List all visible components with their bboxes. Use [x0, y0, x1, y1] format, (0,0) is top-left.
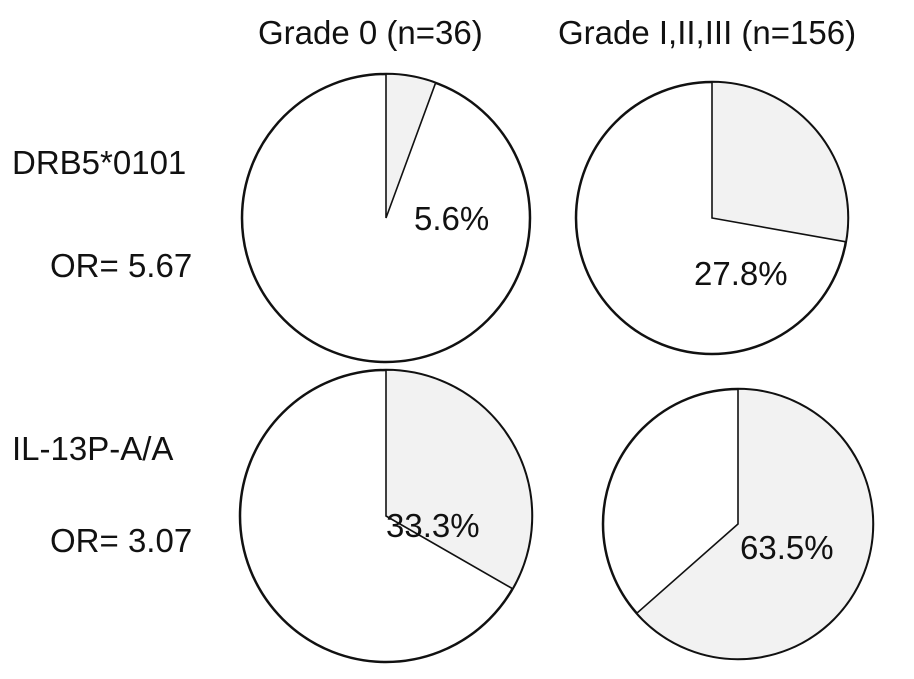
row-label-il13: IL-13P-A/A — [12, 430, 174, 467]
column-header-grade-i-ii-iii: Grade I,II,III (n=156) — [558, 14, 857, 51]
pie-3: 33.3% — [238, 368, 534, 664]
pie-slice-highlighted — [385, 369, 533, 590]
pie-slice-highlighted — [711, 81, 849, 243]
pie-data-label: 5.6% — [414, 200, 489, 237]
row-or-il13: OR= 3.07 — [50, 522, 193, 559]
row-or-drb5: OR= 5.67 — [50, 247, 193, 284]
pie-data-label: 33.3% — [386, 507, 480, 544]
row-label-drb5: DRB5*0101 — [12, 144, 187, 181]
pie-data-label: 63.5% — [740, 529, 834, 566]
pie-2: 27.8% — [574, 80, 850, 356]
pie-slice-highlighted — [635, 388, 874, 660]
pie-1: 5.6% — [240, 72, 532, 364]
pie-slice-highlighted — [385, 73, 437, 219]
pie-data-label: 27.8% — [694, 255, 788, 292]
pie-4: 63.5% — [601, 387, 875, 661]
column-header-grade-0: Grade 0 (n=36) — [258, 14, 483, 51]
